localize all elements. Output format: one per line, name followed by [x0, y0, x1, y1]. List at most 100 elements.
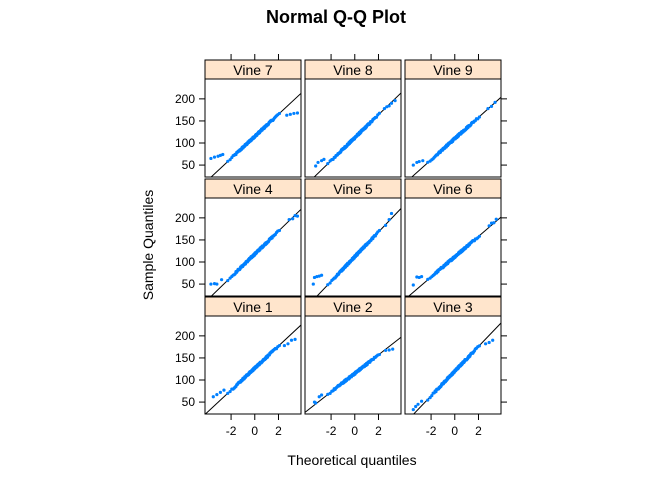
- strip-label: Vine 1: [233, 299, 273, 315]
- qq-point: [411, 283, 415, 287]
- qq-point: [317, 395, 321, 399]
- qq-point: [477, 344, 482, 348]
- qq-point: [477, 234, 482, 238]
- qq-point: [414, 404, 418, 409]
- qq-point: [315, 274, 319, 279]
- panel-frame: [404, 315, 502, 415]
- strip-label: Vine 2: [333, 299, 373, 315]
- panel-frame: [204, 78, 302, 178]
- qq-point: [389, 101, 394, 105]
- qq-point: [221, 152, 225, 157]
- y-axis-label: Sample Quantiles: [140, 190, 156, 301]
- panel-vine-7: Vine 7 50 100 150 200: [175, 54, 302, 178]
- panel-marks: [209, 92, 301, 177]
- y-tick-label: 150: [175, 233, 195, 247]
- y-tick-label: 200: [175, 92, 195, 106]
- qq-point: [415, 275, 419, 279]
- qq-point: [389, 211, 394, 216]
- x-tick-label: -2: [326, 424, 337, 438]
- qq-point: [215, 392, 219, 397]
- qq-point: [215, 282, 219, 286]
- panel-frame: [304, 315, 402, 415]
- qq-point: [326, 283, 330, 287]
- panel-vine-2: Vine 2 -2 0 2: [304, 296, 402, 438]
- panel-marks: [411, 96, 501, 177]
- panel-vine-9: Vine 9: [404, 54, 507, 178]
- qq-point: [209, 282, 213, 286]
- qq-point: [316, 160, 320, 165]
- y-tick-label: 50: [182, 277, 196, 291]
- x-tick-label: -2: [426, 424, 437, 438]
- qq-point: [228, 158, 232, 162]
- y-tick-label: 100: [175, 255, 195, 269]
- y-tick-label: 50: [182, 395, 196, 409]
- qq-point: [491, 338, 495, 342]
- qq-point: [328, 281, 332, 285]
- panel-marks: [311, 208, 401, 296]
- panel-vine-3: Vine 3 -2 0 2: [404, 296, 507, 438]
- qq-point: [219, 278, 224, 282]
- qq-point: [417, 159, 421, 164]
- strip-label: Vine 4: [233, 181, 273, 197]
- strip-label: Vine 8: [333, 62, 373, 78]
- qq-point: [319, 273, 324, 277]
- panel-frame: [404, 197, 502, 297]
- qq-point: [377, 111, 382, 115]
- x-tick-label: -2: [226, 424, 237, 438]
- qq-point: [328, 391, 332, 396]
- qq-point: [319, 393, 324, 397]
- qq-point: [383, 348, 388, 353]
- qq-point: [377, 352, 382, 357]
- y-tick-label: 150: [175, 114, 195, 128]
- panel-marks: [313, 92, 401, 177]
- qq-point: [426, 398, 430, 402]
- qq-point: [421, 159, 425, 163]
- qq-point: [322, 157, 326, 161]
- strip-label: Vine 3: [433, 299, 473, 315]
- qq-point: [487, 224, 491, 228]
- qq-point: [209, 156, 213, 161]
- strip-label: Vine 9: [433, 62, 473, 78]
- qq-point: [477, 115, 482, 119]
- y-tick-label: 150: [175, 351, 195, 365]
- qq-point: [226, 278, 230, 283]
- qq-point: [489, 104, 494, 108]
- qq-point: [293, 337, 297, 341]
- qq-point: [419, 274, 424, 279]
- panel-vine-1: Vine 1 -2 0 2 50 100 150 200: [175, 296, 302, 438]
- qq-point: [212, 155, 217, 159]
- qq-point: [314, 401, 318, 405]
- y-tick-label: 200: [175, 211, 195, 225]
- qq-point: [282, 343, 287, 348]
- x-axis-label: Theoretical quantiles: [287, 452, 416, 468]
- panel-marks: [305, 336, 401, 413]
- qq-point: [277, 343, 282, 348]
- qq-point: [411, 407, 415, 412]
- panel-frame: [304, 197, 402, 297]
- x-tick-label: 0: [351, 424, 358, 438]
- qq-point: [295, 111, 300, 115]
- qq-point: [391, 347, 395, 351]
- qq-point: [487, 340, 491, 345]
- qq-point: [489, 221, 494, 225]
- qq-point: [492, 221, 496, 225]
- y-tick-label: 50: [182, 158, 196, 172]
- x-tick-label: 0: [451, 424, 458, 438]
- qq-point: [228, 389, 232, 394]
- panel-frame: [204, 197, 302, 297]
- x-tick-label: 2: [275, 424, 282, 438]
- qq-point: [416, 402, 420, 406]
- qq-point: [311, 282, 315, 286]
- qq-point: [411, 163, 415, 167]
- panel-marks: [408, 216, 501, 296]
- qq-point: [226, 159, 230, 163]
- qq-point: [218, 390, 223, 394]
- qq-point: [291, 217, 295, 221]
- strip-label: Vine 7: [233, 62, 273, 78]
- y-tick-label: 100: [175, 136, 195, 150]
- x-tick-label: 2: [375, 424, 382, 438]
- y-tick-label: 200: [175, 329, 195, 343]
- panel-vine-5: Vine 5: [304, 178, 402, 297]
